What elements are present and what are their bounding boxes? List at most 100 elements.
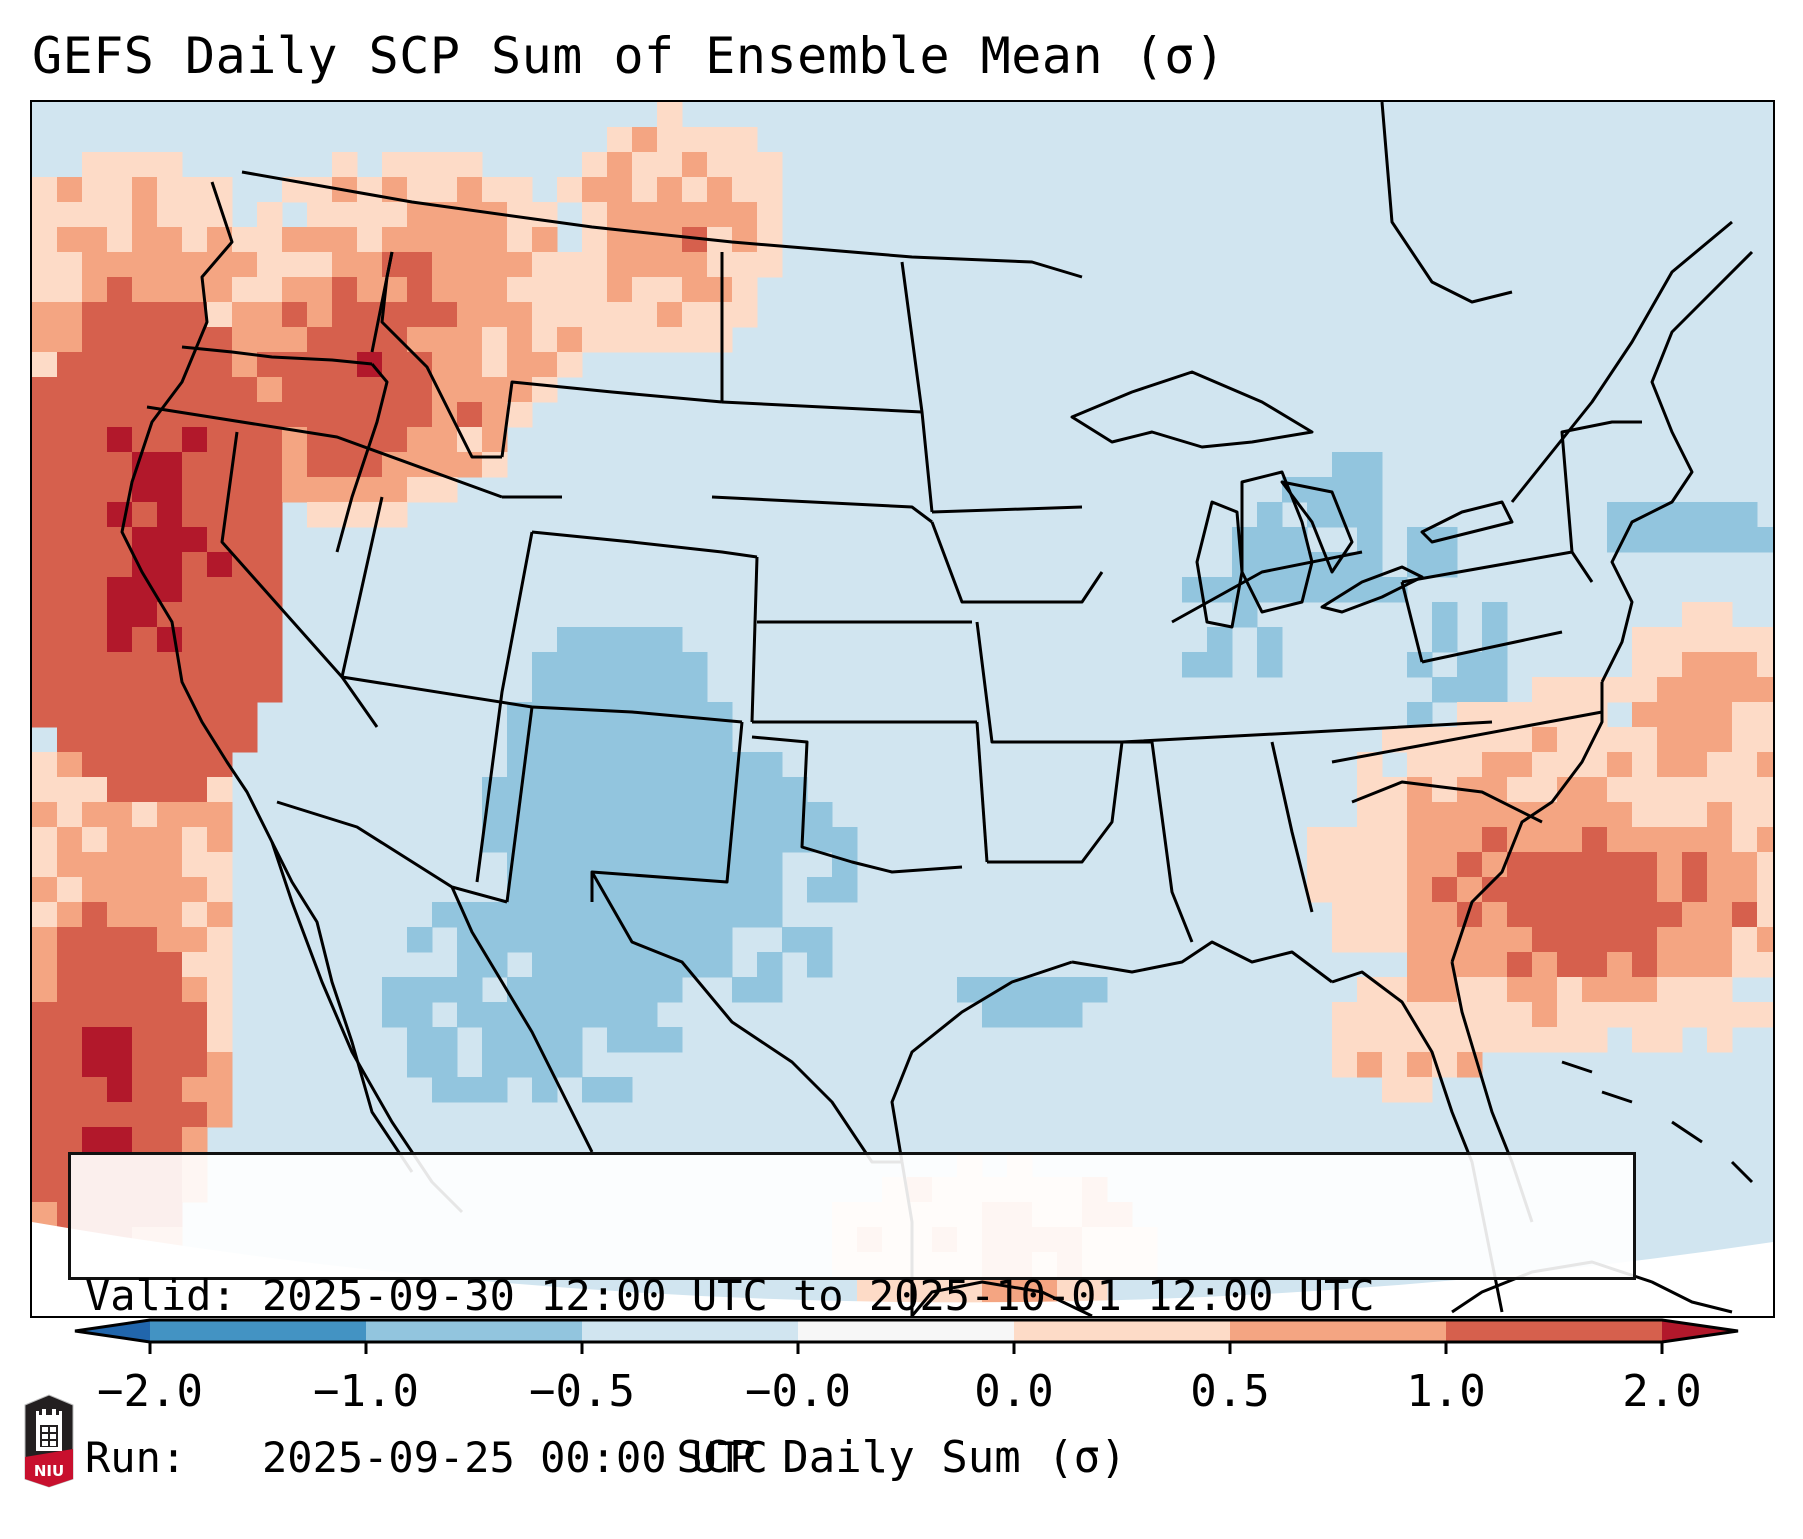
heatmap-cell (207, 577, 233, 603)
heatmap-cell (257, 627, 283, 653)
heatmap-cell (1707, 952, 1733, 978)
heatmap-cell (307, 177, 333, 203)
heatmap-cell (82, 302, 108, 328)
heatmap-cell (57, 352, 83, 378)
heatmap-cell (132, 852, 158, 878)
heatmap-cell (732, 852, 758, 878)
heatmap-cell (1332, 477, 1358, 503)
northeast-coast (1600, 250, 1754, 683)
heatmap-cell (157, 852, 183, 878)
heatmap-cell (232, 302, 258, 328)
heatmap-cell (307, 327, 333, 353)
az-mexico-border (276, 800, 508, 904)
heatmap-cell (1757, 527, 1773, 553)
heatmap-cell (157, 802, 183, 828)
heatmap-cell (532, 802, 558, 828)
or-id-border (335, 363, 389, 553)
heatmap-cell (607, 927, 633, 953)
heatmap-cell (382, 402, 408, 428)
us-canada-border (241, 170, 1083, 279)
heatmap-cell (232, 252, 258, 278)
heatmap-cell (82, 827, 108, 853)
heatmap-cell (657, 902, 683, 928)
heatmap-cell (357, 252, 383, 278)
heatmap-cell (182, 577, 208, 603)
heatmap-cell (1682, 952, 1708, 978)
heatmap-cell (1707, 677, 1733, 703)
heatmap-cell (32, 777, 58, 803)
heatmap-cell (607, 677, 633, 703)
heatmap-cell (1707, 1002, 1733, 1028)
heatmap-cell (82, 627, 108, 653)
heatmap-cell (57, 852, 83, 878)
heatmap-cell (82, 327, 108, 353)
colorbar-tick-label: 0.5 (1190, 1366, 1270, 1417)
heatmap-cell (1332, 1052, 1358, 1078)
heatmap-cell (1507, 777, 1533, 803)
heatmap-cell (1407, 877, 1433, 903)
heatmap-cell (182, 202, 208, 228)
heatmap-cell (82, 552, 108, 578)
heatmap-cell (157, 202, 183, 228)
heatmap-cell (1482, 977, 1508, 1003)
heatmap-cell (407, 177, 433, 203)
heatmap-cell (1482, 852, 1508, 878)
heatmap-cell (1482, 677, 1508, 703)
heatmap-cell (682, 277, 708, 303)
heatmap-cell (132, 352, 158, 378)
hudson-bay-line (1380, 102, 1513, 304)
heatmap-cell (532, 227, 558, 253)
heatmap-cell (607, 1027, 633, 1053)
heatmap-cell (132, 502, 158, 528)
heatmap-cell (407, 427, 433, 453)
heatmap-cell (757, 202, 783, 228)
heatmap-cell (132, 302, 158, 328)
heatmap-cell (82, 777, 108, 803)
heatmap-cell (557, 752, 583, 778)
heatmap-cell (607, 252, 633, 278)
heatmap-cell (532, 752, 558, 778)
heatmap-cell (682, 302, 708, 328)
heatmap-cell (632, 302, 658, 328)
heatmap-cell (1432, 852, 1458, 878)
heatmap-cell (1532, 727, 1558, 753)
heatmap-cell (1007, 1002, 1033, 1028)
heatmap-cell (57, 427, 83, 453)
heatmap-cell (582, 927, 608, 953)
heatmap-cell (32, 502, 58, 528)
heatmap-cell (1057, 1002, 1083, 1028)
heatmap-cell (557, 952, 583, 978)
heatmap-cell (1332, 452, 1358, 478)
heatmap-cell (1332, 827, 1358, 853)
heatmap-cell (1482, 827, 1508, 853)
heatmap-cell (507, 877, 533, 903)
heatmap-cell (457, 402, 483, 428)
heatmap-cell (157, 952, 183, 978)
heatmap-cell (1632, 527, 1658, 553)
heatmap-cell (707, 702, 733, 728)
heatmap-cell (532, 977, 558, 1003)
heatmap-cell (1457, 652, 1483, 678)
heatmap-cell (282, 377, 308, 403)
heatmap-cell (557, 777, 583, 803)
heatmap-cell (1257, 577, 1283, 603)
heatmap-cell (1457, 827, 1483, 853)
heatmap-cell (507, 352, 533, 378)
ok-ar-border (975, 721, 989, 863)
heatmap-cell (1707, 1027, 1733, 1053)
heatmap-cell (1757, 827, 1773, 853)
heatmap-cell (182, 852, 208, 878)
co-east-border (750, 556, 759, 723)
heatmap-cell (107, 427, 133, 453)
heatmap-cell (307, 502, 333, 528)
colorbar-segment (150, 1320, 366, 1342)
heatmap-cell (707, 827, 733, 853)
heatmap-cell (732, 227, 758, 253)
heatmap-cell (1382, 1027, 1408, 1053)
heatmap-cell (57, 502, 83, 528)
heatmap-cell (1682, 1002, 1708, 1028)
heatmap-cell (332, 452, 358, 478)
heatmap-cell (1407, 952, 1433, 978)
heatmap-cell (1682, 777, 1708, 803)
heatmap-cell (1632, 877, 1658, 903)
